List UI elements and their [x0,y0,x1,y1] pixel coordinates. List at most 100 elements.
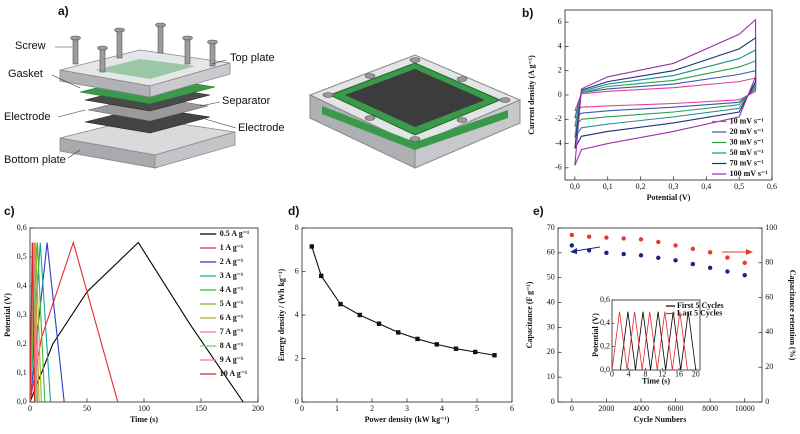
data-point [725,269,730,274]
y-tick-label: 8 [295,223,299,232]
y-tick-label: 50 [547,273,555,282]
panel-label: e) [533,204,544,218]
y-tick-label: 30 [547,322,555,331]
y-tick-label: 40 [547,297,555,306]
data-point [604,235,609,240]
x-tick-label: 0,0 [570,182,580,191]
data-marker [309,244,314,249]
data-marker [319,273,324,279]
data-line [574,60,757,127]
x-tick-label: 100 [138,404,150,413]
y-tick-label: 0,4 [17,281,27,290]
legend-label: First 5 Cycles [677,301,724,310]
data-point [621,236,626,241]
chart: e)0 2000 4000 6000 8000 100000102030405060700… [525,204,797,424]
y-axis-title: Capacitance (F g⁻¹) [525,281,534,348]
x-axis-title: Time (s) [130,415,158,424]
y-tick-label: 10 [547,372,555,381]
data-marker [434,342,439,347]
y-axis-title: Potential (V) [591,313,600,357]
y-tick-label: 60 [547,248,555,257]
panel-label: d) [288,204,299,218]
y2-tick-label: 20 [765,362,773,371]
arrow [574,246,601,252]
x-tick-label: 50 [83,404,91,413]
panel-label: a) [58,4,69,18]
legend-label: 6 A g⁻¹ [220,313,244,322]
part-label: Electrode [4,111,50,123]
chart: d) 0 1 2 3 4 5 6 0 2 4 6 8 Power density (kW kg⁻¹) Ene… [277,204,514,424]
y-tick-label: 0 [558,90,562,99]
part-label: Gasket [8,68,43,80]
data-marker [376,321,382,326]
legend-label: 20 mV s⁻¹ [730,127,765,136]
data-line [574,70,757,119]
x-tick-label: 6 [510,404,514,413]
y-tick-label: 0,0 [600,365,610,374]
y-tick-label: 20 [547,347,555,356]
x-tick-label: 0 [28,404,32,413]
legend-label: 2 A g⁻¹ [220,257,244,266]
x-axis-title: Potential (V) [647,193,691,202]
x-tick-label: 0,6 [767,182,777,191]
plot-frame [611,299,701,371]
x-tick-label: 3 [405,404,409,413]
legend-label: 1 A g⁻¹ [220,243,244,252]
data-point [725,255,730,260]
part-label: Top plate [230,52,275,64]
x-tick-label: 4 [627,369,631,378]
y-tick-label: -6 [555,163,562,172]
legend-label: 10 mV s⁻¹ [730,116,765,125]
data-point [638,253,644,258]
x-tick-label: 10000 [735,404,755,413]
y-tick-label: 70 [547,223,555,232]
x-tick-label: 16 [675,369,683,378]
chart: c) 0 50 100 150 200 0,0 0,1 0,2 0,3 0,4 0,5 0,6 Time … [3,204,264,424]
x-tick-label: 12 [658,369,666,378]
legend-label: 70 mV s⁻¹ [730,158,765,167]
x-tick-label: 1 [335,404,339,413]
y2-tick-label: 60 [765,292,773,301]
y-tick-label: 0,4 [600,318,610,327]
part-label: Screw [15,40,46,52]
plot-frame [557,227,763,403]
x-tick-label: 6000 [668,404,684,413]
x-tick-label: 200 [252,404,264,413]
y-tick-label: 6 [295,266,299,275]
data-line [311,246,495,356]
y2-tick-label: 80 [765,258,773,267]
x-axis-title: Cycle Numbers [634,415,687,424]
data-point [621,251,626,257]
x-tick-label: 0 [570,404,574,413]
data-point [586,234,592,239]
x-tick-label: 20 [692,369,700,378]
data-point [742,260,747,265]
y-tick-label: 2 [295,353,299,362]
data-point [742,273,747,278]
data-point [707,265,713,270]
device-illustration: a) Screw Top plate Gask [4,4,522,169]
legend-label: 7 A g⁻¹ [220,327,244,336]
data-point [604,250,609,256]
x-tick-label: 0,4 [701,182,711,191]
panel-label: c) [4,204,15,218]
y-tick-label: 0 [295,397,299,406]
legend-label: 9 A g⁻¹ [220,355,244,364]
data-point [569,243,575,248]
legend-label: 50 mV s⁻¹ [730,148,765,157]
x-tick-label: 150 [195,404,207,413]
y-tick-label: 0,3 [17,310,27,319]
x-tick-label: 4000 [633,404,649,413]
plot-frame [301,227,513,403]
data-marker [415,336,420,342]
data-point [673,243,678,248]
data-point [656,239,661,245]
x-tick-label: 0,3 [668,182,678,191]
y-tick-label: 0,2 [600,341,610,350]
y-tick-label: 0,0 [17,397,27,406]
y-tick-label: 0,6 [17,223,27,232]
x-tick-label: 0,2 [636,182,646,191]
y-axis-title: Current density (A g⁻¹) [527,55,536,135]
arrow-head [570,248,577,254]
legend-label: 8 A g⁻¹ [220,341,244,350]
